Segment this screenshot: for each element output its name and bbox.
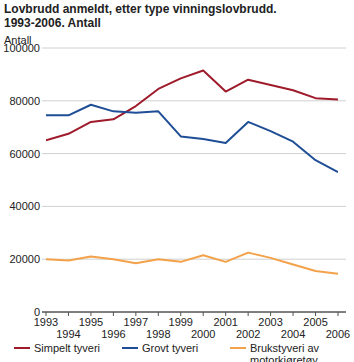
y-tick-label: 80000 (9, 95, 40, 107)
x-tick-label: 2000 (191, 328, 215, 340)
grid-line (42, 100, 346, 101)
x-tick (248, 312, 249, 316)
x-axis (42, 312, 346, 313)
series-line (46, 105, 338, 172)
x-tick-label: 2001 (213, 316, 237, 328)
grid-line (42, 312, 346, 313)
y-tick-label: 60000 (9, 148, 40, 160)
series-line (46, 253, 338, 274)
x-tick (113, 312, 114, 316)
x-tick (68, 312, 69, 316)
title: Lovbrudd anmeldt, etter type vinningslov… (4, 2, 279, 30)
x-tick-label: 1998 (146, 328, 170, 340)
x-tick-label: 1994 (56, 328, 80, 340)
x-tick-label: 2006 (326, 328, 350, 340)
plot-area (46, 70, 338, 273)
chart: Antall0200004000060000800001000001993199… (0, 0, 354, 362)
x-tick (293, 312, 294, 316)
y-tick-label: 100000 (3, 42, 40, 54)
legend-label: Simpelt tyveri (34, 342, 114, 354)
grid-line (42, 48, 346, 49)
x-tick (203, 312, 204, 316)
grid-line (42, 206, 346, 207)
x-tick-label: 1997 (124, 316, 148, 328)
x-tick-label: 2004 (281, 328, 305, 340)
x-tick (338, 312, 339, 316)
x-tick-label: 1993 (34, 316, 58, 328)
x-tick-label: 2002 (236, 328, 260, 340)
legend-label: Grovt tyveri (142, 342, 222, 354)
y-tick-label: 40000 (9, 200, 40, 212)
x-tick-label: 2005 (303, 316, 327, 328)
grid-line (42, 153, 346, 154)
x-tick-label: 1995 (79, 316, 103, 328)
x-tick-label: 2003 (258, 316, 282, 328)
x-tick (158, 312, 159, 316)
legend-swatch (122, 347, 138, 349)
x-tick-label: 1996 (101, 328, 125, 340)
x-tick-label: 1999 (169, 316, 193, 328)
legend-swatch (14, 347, 30, 349)
legend-label: Brukstyveri av motorkjøretøy (250, 342, 340, 362)
legend-swatch (230, 347, 246, 349)
y-tick-label: 20000 (9, 253, 40, 265)
